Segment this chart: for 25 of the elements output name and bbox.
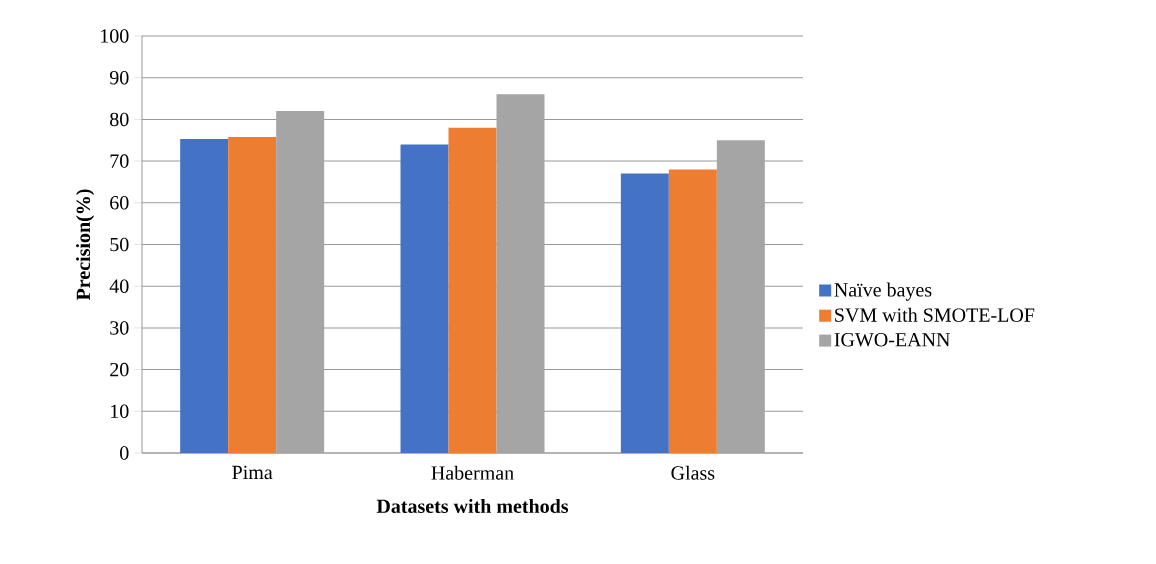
y-tick-label: 30	[110, 321, 129, 335]
bar	[228, 136, 277, 453]
y-tick-label: 50	[110, 237, 129, 252]
y-tick-label: 90	[109, 70, 129, 85]
bar	[400, 144, 449, 453]
bar	[668, 169, 717, 453]
y-tick-label: 70	[110, 154, 129, 168]
bar	[180, 138, 229, 453]
x-tick-label: Haberman	[431, 465, 514, 480]
y-tick-label: 60	[110, 196, 129, 210]
y-tick-label: 40	[109, 279, 129, 293]
legend-label: SVM with SMOTE-LOF	[835, 307, 1035, 322]
legend-label: IGWO-EANN	[834, 332, 950, 347]
legend-label: Naïve bayes	[834, 282, 932, 301]
y-tick-label: 80	[110, 112, 129, 127]
x-tick-label: Glass	[671, 465, 715, 480]
y-tick-label: 0	[120, 446, 129, 460]
x-axis-title: Datasets with methods	[376, 498, 569, 513]
x-tick-label: Pima	[232, 465, 273, 480]
y-tick-label: 20	[110, 362, 129, 377]
y-tick-label: 10	[111, 404, 129, 419]
y-axis-title: Precision(%)	[76, 189, 95, 301]
bar	[448, 127, 497, 453]
y-tick-label: 100	[101, 29, 129, 43]
bar	[620, 173, 669, 453]
